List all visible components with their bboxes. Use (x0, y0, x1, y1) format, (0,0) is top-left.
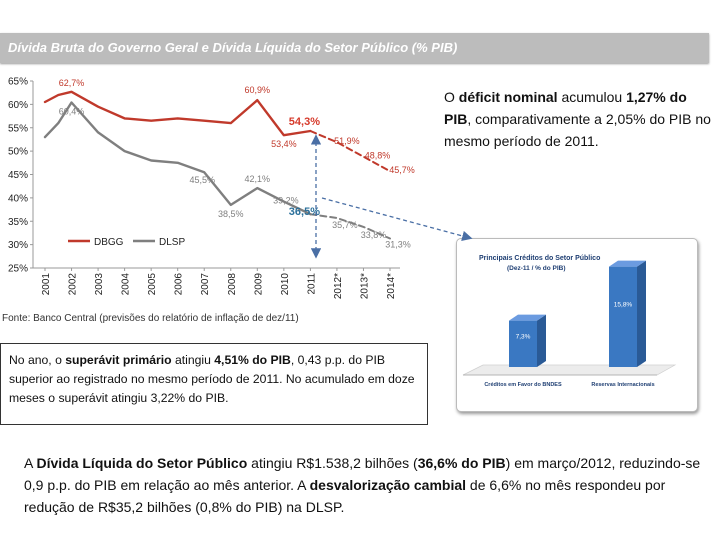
bar-value-label: 7,3% (516, 334, 531, 341)
y-tick-label: 30% (8, 240, 28, 251)
data-label: 51,9% (334, 136, 360, 146)
bar-side (537, 314, 546, 367)
bar-category-label: Créditos em Favor do BNDES (484, 382, 562, 388)
data-label: 31,3% (385, 240, 411, 250)
y-tick-label: 35% (8, 217, 28, 228)
data-label: 48,8% (365, 151, 391, 161)
public-credits-panel: Principais Créditos do Setor Público (Dez… (456, 238, 698, 412)
data-label: 36,5% (289, 206, 320, 218)
legend-label: DLSP (159, 237, 185, 248)
bar (509, 320, 537, 367)
x-tick-label: 2003 (94, 273, 105, 296)
bar (609, 266, 637, 367)
data-label: 60,4% (59, 107, 85, 117)
bar-top (609, 260, 646, 267)
x-tick-label: 2008 (227, 273, 238, 296)
data-label: 60,9% (245, 85, 271, 95)
data-label: 45,5% (189, 175, 215, 185)
data-label: 39,2% (273, 196, 299, 206)
y-tick-label: 25% (8, 264, 28, 275)
data-label: 54,3% (289, 116, 320, 128)
data-label: 53,4% (271, 139, 297, 149)
x-tick-label: 2005 (147, 273, 158, 296)
x-tick-label: 2004 (121, 273, 132, 296)
bar-chart-subtitle: (Dez-11 / % do PIB) (507, 265, 566, 272)
series-line-dlsp (43, 101, 312, 216)
x-tick-label: 2010 (280, 273, 291, 296)
y-tick-label: 60% (8, 100, 28, 111)
x-tick-label: 2007 (200, 273, 211, 296)
series-line-dbgg-forecast (309, 130, 391, 173)
data-label: 42,1% (245, 174, 271, 184)
y-tick-label: 65% (8, 77, 28, 88)
data-label: 45,7% (389, 165, 415, 175)
dlsp-paragraph: A Dívida Líquida do Setor Público atingi… (24, 455, 701, 515)
data-label: 38,5% (218, 209, 244, 219)
y-tick-label: 40% (8, 193, 28, 204)
x-tick-label: 2013* (359, 273, 370, 299)
y-tick-label: 55% (8, 123, 28, 134)
x-tick-label: 2009 (253, 273, 264, 296)
source-note: Fonte: Banco Central (previsões do relat… (2, 313, 299, 324)
public-credits-bar-chart: Principais Créditos do Setor Público (Dez… (462, 255, 677, 388)
x-tick-label: 2002 (68, 273, 79, 296)
series-line-dbgg (43, 90, 312, 137)
y-tick-label: 50% (8, 147, 28, 158)
bar-side (637, 260, 646, 367)
primary-surplus-box: No ano, o superávit primário atingiu 4,5… (0, 343, 428, 425)
bar-category-label: Reservas Internacionais (591, 382, 654, 388)
deficit-paragraph: O déficit nominal acumulou 1,27% do PIB,… (444, 89, 711, 149)
chart-title: Dívida Bruta do Governo Geral e Dívida L… (8, 40, 458, 55)
bar-top (509, 314, 546, 321)
data-label: 62,7% (59, 78, 85, 88)
data-label: 35,7% (332, 220, 358, 230)
bar-chart-title: Principais Créditos do Setor Público (479, 255, 600, 262)
bar-chart-floor (462, 364, 677, 376)
data-label: 33,8% (361, 230, 387, 240)
x-tick-label: 2006 (174, 273, 185, 296)
legend-label: DBGG (94, 237, 124, 248)
x-tick-label: 2001 (41, 273, 52, 296)
x-tick-label: 2011 (306, 273, 317, 295)
x-tick-label: 2014* (386, 273, 397, 299)
x-tick-label: 2012* (333, 273, 344, 299)
y-tick-label: 45% (8, 170, 28, 181)
chart-title-bar: Dívida Bruta do Governo Geral e Dívida L… (0, 33, 709, 63)
debt-line-chart: 25% 30% 35% 40% 45% 50% 55% 60% 65% 2001 2002 2003 2… (8, 77, 415, 300)
bar-value-label: 15,8% (614, 302, 633, 309)
